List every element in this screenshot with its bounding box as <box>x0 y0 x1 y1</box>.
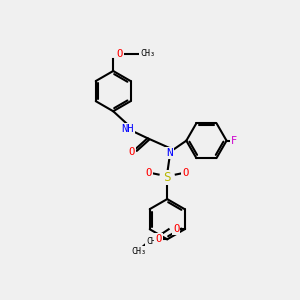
Text: O: O <box>146 168 152 178</box>
Text: CH₃: CH₃ <box>140 49 155 58</box>
Text: O: O <box>155 234 162 244</box>
Text: CH₃: CH₃ <box>146 237 161 246</box>
Text: S: S <box>164 171 171 184</box>
Text: NH: NH <box>122 124 134 134</box>
Text: CH₃: CH₃ <box>131 247 146 256</box>
Text: N: N <box>166 148 173 158</box>
Text: O: O <box>173 224 179 234</box>
Text: O: O <box>128 147 135 157</box>
Text: O: O <box>116 49 122 59</box>
Text: O: O <box>182 168 189 178</box>
Text: F: F <box>231 136 237 146</box>
